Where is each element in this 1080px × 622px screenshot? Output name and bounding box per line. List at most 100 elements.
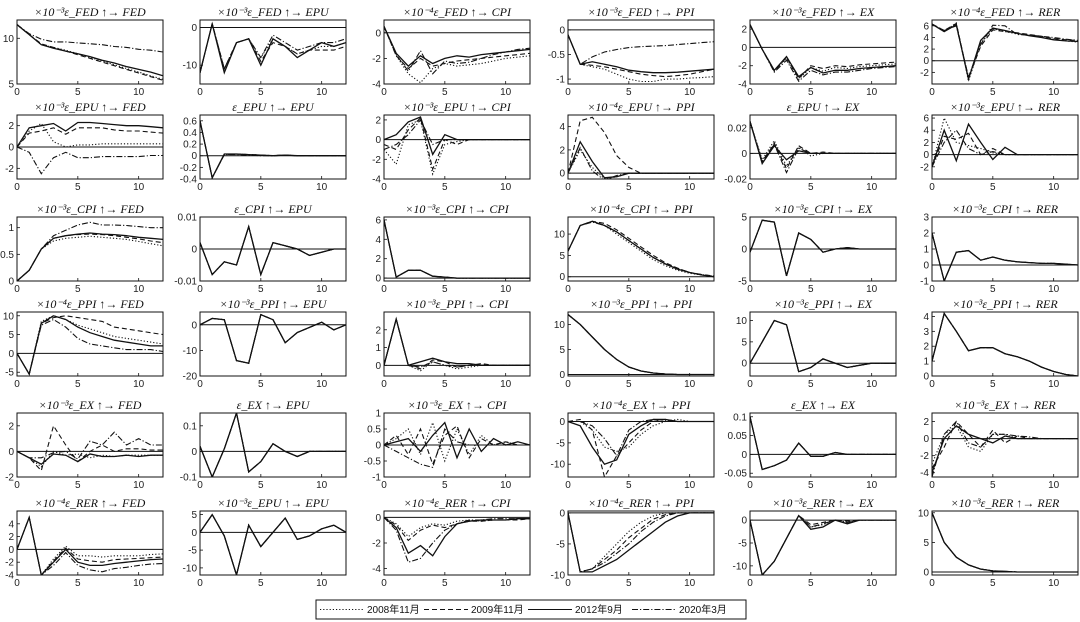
y-tick-label: 10	[3, 34, 15, 45]
y-tick-label: 0	[8, 143, 14, 154]
y-tick-label: 0	[375, 441, 381, 452]
panel-title: ×10⁻³ε_FED ↑→ EX	[772, 5, 875, 19]
y-tick-label: 0	[741, 245, 747, 256]
irf-panel: ×10⁻³ε_FED ↑→ PPI 0 5 10 -1 -0.5 0	[548, 5, 715, 98]
y-tick-label: 5	[741, 337, 747, 348]
x-tick-label: 5	[75, 182, 81, 193]
plot-frame	[199, 412, 347, 478]
y-tick-label: 0	[923, 261, 929, 272]
x-tick-label: 5	[808, 87, 814, 98]
series-line	[384, 26, 530, 75]
x-tick-label: 5	[626, 379, 632, 390]
series-line	[932, 420, 1078, 477]
x-tick-label: 5	[442, 480, 448, 491]
series-line	[200, 23, 346, 75]
y-tick-label: -2	[920, 451, 929, 462]
panel-title: ε_EPU ↑→ EX	[787, 100, 860, 114]
x-tick-label: 0	[565, 379, 571, 390]
y-tick-label: 2	[375, 325, 381, 336]
series-line	[932, 424, 1078, 473]
irf-panel: ×10⁻³ε_FED ↑→ EX 0 5 10 -4 -2 0 2	[738, 5, 897, 98]
x-tick-label: 10	[133, 182, 145, 193]
x-tick-label: 5	[626, 182, 632, 193]
panel-title: ε_EPU ↑→ EPU	[232, 100, 315, 114]
series-line	[200, 21, 346, 73]
series-line	[200, 413, 346, 477]
series-line	[17, 315, 163, 376]
y-tick-label: 2	[8, 421, 14, 432]
plot-frame	[931, 412, 1079, 478]
series-line	[750, 319, 896, 373]
series-line	[932, 132, 1078, 168]
series-line	[17, 24, 163, 53]
panel-title: ×10⁻³ε_PPI ↑→ CPI	[406, 297, 510, 311]
series-line	[750, 319, 896, 373]
series-line	[932, 512, 1078, 573]
series-line	[17, 235, 163, 281]
plot-frame	[567, 216, 715, 282]
y-tick-label: -10	[551, 571, 566, 582]
series-line	[384, 219, 530, 279]
series-line	[17, 24, 163, 77]
series-line	[200, 120, 346, 179]
series-line	[932, 23, 1078, 82]
y-tick-label: 0	[559, 370, 565, 381]
x-tick-label: 5	[258, 87, 264, 98]
plot-frame	[567, 114, 715, 180]
x-tick-label: 10	[1048, 379, 1060, 390]
series-line	[200, 120, 346, 179]
series-line	[17, 318, 163, 376]
y-tick-label: 1	[923, 357, 929, 368]
x-tick-label: 10	[133, 87, 145, 98]
plot-frame	[383, 19, 531, 85]
x-tick-label: 0	[381, 87, 387, 98]
series-line	[17, 233, 163, 281]
series-line	[568, 512, 714, 573]
x-tick-label: 5	[442, 284, 448, 295]
panel-title: ε_CPI ↑→ EPU	[234, 202, 313, 216]
y-tick-label: 0.6	[183, 116, 197, 127]
x-tick-label: 5	[75, 284, 81, 295]
x-tick-label: 0	[381, 578, 387, 589]
x-tick-label: 0	[747, 578, 753, 589]
panel-title: ×10⁻⁴ε_RER ↑→ CPI	[404, 496, 512, 510]
series-line	[384, 26, 530, 84]
irf-panel: ×10⁻³ε_PPI ↑→ EPU 0 5 10 -20 -10 0	[183, 297, 347, 390]
y-tick-label: -1	[556, 75, 565, 86]
y-tick-label: 5	[559, 251, 565, 262]
y-tick-label: 2	[741, 25, 747, 36]
series-line	[932, 512, 1078, 573]
x-tick-label: 5	[442, 182, 448, 193]
series-line	[568, 221, 714, 277]
y-tick-label: -0.1	[180, 473, 198, 484]
y-tick-label: 0	[741, 450, 747, 461]
y-tick-label: 0	[741, 149, 747, 160]
y-tick-label: -10	[183, 61, 198, 72]
panel-title: ×10⁻⁴ε_FED ↑→ RER	[950, 5, 1061, 19]
plot-frame	[931, 19, 1079, 85]
irf-panel: ×10⁻⁴ε_EPU ↑→ PPI 0 5 10 0 2 4	[559, 100, 715, 193]
legend: 2008年11月 2009年11月 2012年9月 2020年3月	[315, 599, 747, 620]
y-tick-label: -0.01	[174, 277, 197, 288]
plot-frame	[16, 216, 164, 282]
series-line	[932, 116, 1078, 167]
x-tick-label: 5	[442, 379, 448, 390]
y-tick-label: 2	[559, 145, 565, 156]
irf-panel: ×10⁻³ε_FED ↑→ EPU 0 5 10 -10 0	[183, 5, 347, 98]
series-line	[750, 319, 896, 373]
series-line	[750, 514, 896, 575]
panel-title: ×10⁻³ε_RER ↑→ RER	[951, 496, 1060, 510]
x-tick-label: 10	[684, 379, 696, 390]
series-line	[750, 319, 896, 373]
y-tick-label: 4	[559, 122, 565, 133]
series-line	[200, 224, 346, 277]
x-tick-label: 0	[197, 182, 203, 193]
series-line	[568, 418, 714, 452]
x-tick-label: 0	[565, 182, 571, 193]
series-line	[17, 24, 163, 81]
x-tick-label: 0	[197, 578, 203, 589]
